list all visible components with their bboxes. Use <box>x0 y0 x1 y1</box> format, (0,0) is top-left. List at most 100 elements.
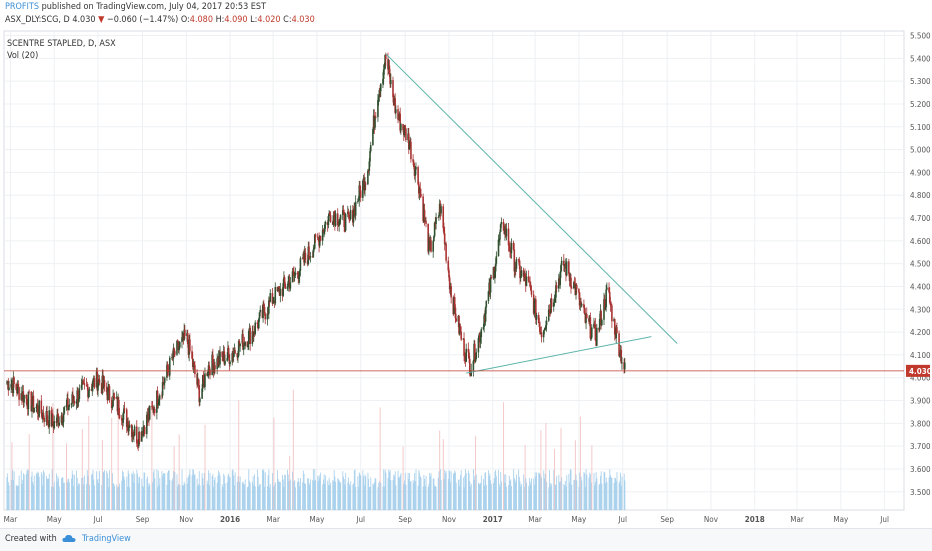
candle-body <box>194 365 196 375</box>
tradingview-link[interactable]: TradingView <box>81 534 131 544</box>
x-tick-label: Mar <box>4 515 18 524</box>
last-price-label: 4.030 <box>909 367 932 376</box>
candle-body <box>540 332 543 338</box>
candle-body <box>537 314 540 324</box>
candle-body <box>608 292 611 303</box>
candle-body <box>118 414 121 419</box>
candle-body <box>470 370 473 377</box>
volume-bar <box>423 474 425 510</box>
candle-body <box>563 260 565 266</box>
volume-bar <box>177 486 179 510</box>
volume-bar <box>131 473 133 510</box>
volume-bar <box>549 482 551 510</box>
volume-bar <box>503 402 505 510</box>
candle-body <box>477 338 480 353</box>
volume-bar <box>424 486 426 510</box>
volume-bar <box>609 469 611 510</box>
candle-body <box>339 219 341 222</box>
volume-bar <box>294 487 296 510</box>
volume-bar <box>142 487 144 510</box>
volume-bar <box>199 485 201 510</box>
volume-bar <box>161 471 163 510</box>
volume-bar <box>96 471 98 510</box>
candle-body <box>81 382 84 385</box>
volume-bar <box>8 485 10 510</box>
volume-bar <box>500 481 502 510</box>
volume-bar <box>264 486 266 510</box>
candle-body <box>609 302 612 305</box>
volume-bar <box>168 470 170 510</box>
volume-bar <box>248 469 250 510</box>
candle-body <box>515 259 518 269</box>
volume-bar <box>474 475 476 510</box>
candle-body <box>219 351 221 365</box>
volume-bar <box>148 482 150 510</box>
volume-bar <box>274 482 276 510</box>
x-tick-label: Jul <box>355 515 365 524</box>
y-tick-label: 5.100 <box>910 123 931 132</box>
candle-body <box>525 276 528 286</box>
legend-volume: Vol (20) <box>7 51 39 61</box>
volume-bar <box>66 443 67 510</box>
volume-bar <box>143 472 145 510</box>
volume-bar <box>520 486 522 510</box>
candle-body <box>374 116 376 128</box>
candle-body <box>435 217 437 225</box>
volume-bar <box>469 481 471 510</box>
candle-body <box>140 431 143 442</box>
candle-body <box>26 398 28 406</box>
volume-bar <box>78 483 80 510</box>
volume-bar <box>263 470 265 510</box>
volume-bar <box>382 486 384 510</box>
candle-body <box>578 292 581 306</box>
price-chart[interactable]: 5.500 5.400 5.300 5.200 5.100 5.000 4.900 4.800… <box>0 30 932 528</box>
candle-body <box>128 427 130 432</box>
volume-bar <box>519 481 521 510</box>
candle-body <box>93 378 96 388</box>
volume-bar <box>322 479 324 510</box>
volume-bar <box>398 477 400 510</box>
volume-bar <box>452 473 454 510</box>
volume-bar <box>533 478 535 510</box>
candle-body <box>465 348 468 362</box>
volume-bar <box>309 484 311 510</box>
candle-body <box>321 229 324 241</box>
candle-body <box>103 379 106 387</box>
candle-body <box>343 212 345 227</box>
candle-body <box>262 305 264 318</box>
volume-bar <box>68 482 70 510</box>
volume-bar <box>600 475 601 510</box>
volume-bar <box>434 486 436 510</box>
volume-bar <box>32 482 34 510</box>
x-tick-label: Mar <box>528 515 542 524</box>
volume-bar <box>128 473 130 510</box>
volume-bar <box>511 486 512 510</box>
volume-bar <box>529 484 531 510</box>
volume-bar <box>141 478 143 510</box>
volume-bar <box>516 474 517 510</box>
candle-body <box>77 390 79 403</box>
volume-bar <box>448 470 450 510</box>
author-link[interactable]: PROFITS <box>5 2 40 12</box>
candle-body <box>527 276 530 282</box>
candle-body <box>314 234 317 237</box>
candle-body <box>545 320 548 326</box>
volume-bar <box>342 471 344 510</box>
candle-body <box>417 167 419 185</box>
candle-body <box>349 210 352 220</box>
volume-bar <box>221 484 223 510</box>
volume-bar <box>272 486 274 510</box>
candle-body <box>573 282 575 289</box>
volume-bar <box>434 485 436 510</box>
symbol-label: ASX_DLY:SCG, D <box>5 15 70 25</box>
candle-body <box>125 409 128 428</box>
candle-body <box>133 435 135 437</box>
x-tick-label: Sep <box>136 515 150 524</box>
volume-bar <box>192 469 194 510</box>
volume-bar <box>380 482 382 510</box>
volume-bar <box>334 476 336 510</box>
volume-bar <box>521 484 522 510</box>
volume-bar <box>424 479 426 510</box>
volume-bar <box>178 484 179 510</box>
volume-bar <box>211 476 213 510</box>
